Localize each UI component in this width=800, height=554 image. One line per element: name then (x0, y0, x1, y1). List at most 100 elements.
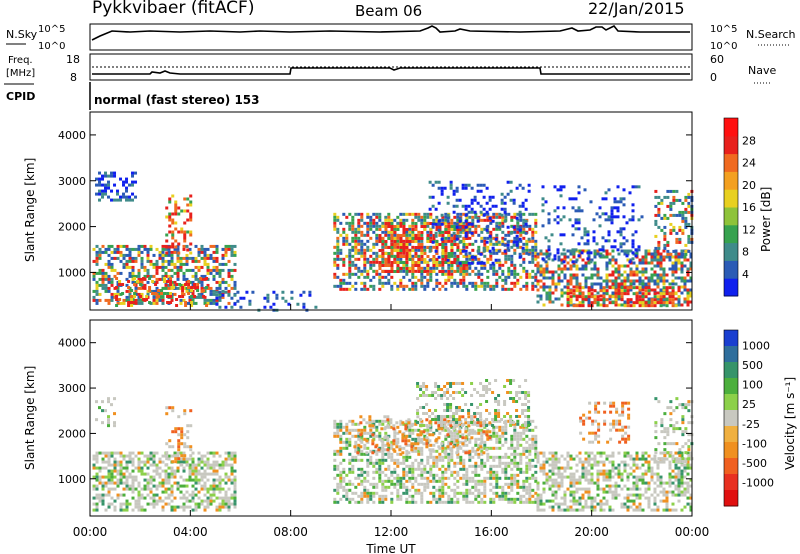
echo-cell (683, 297, 687, 301)
echo-cell (378, 264, 382, 267)
echo-cell (510, 458, 514, 462)
echo-cell (354, 458, 358, 462)
echo-cell (638, 270, 642, 274)
echo-cell (607, 218, 611, 222)
echo-cell (474, 449, 478, 453)
echo-cell (497, 258, 501, 262)
echo-cell (387, 237, 391, 240)
echo-cell (209, 487, 213, 491)
echo-cell (675, 198, 679, 202)
echo-cell (545, 270, 549, 274)
echo-cell (396, 257, 400, 261)
echo-cell (462, 281, 466, 285)
echo-cell (179, 268, 183, 272)
echo-cell (104, 493, 108, 497)
echo-cell (641, 295, 645, 299)
echo-cell (212, 454, 216, 458)
echo-cell (414, 228, 418, 231)
echo-cell (662, 276, 666, 280)
echo-cell (116, 472, 120, 476)
echo-cell (348, 242, 352, 246)
echo-cell (628, 218, 632, 222)
echo-cell (200, 487, 204, 491)
echo-cell (119, 301, 123, 305)
echo-cell (583, 230, 587, 234)
echo-cell (681, 216, 685, 220)
echo-cell (531, 227, 535, 231)
echo-cell (191, 280, 195, 284)
echo-cell (180, 209, 184, 213)
echo-cell (617, 303, 621, 307)
echo-cell (92, 271, 96, 275)
echo-cell (173, 283, 177, 287)
echo-cell (525, 269, 529, 273)
echo-cell (547, 245, 551, 249)
echo-cell (101, 277, 105, 281)
echo-cell (417, 215, 421, 219)
echo-cell (396, 287, 400, 291)
echo-cell (336, 263, 340, 267)
echo-cell (569, 267, 573, 271)
echo-cell (560, 258, 564, 262)
echo-cell (363, 479, 367, 483)
echo-cell (360, 212, 364, 216)
echo-cell (515, 186, 519, 190)
echo-cell (632, 301, 636, 305)
echo-cell (544, 236, 548, 240)
echo-cell (507, 482, 511, 486)
echo-cell (101, 457, 105, 461)
echo-cell (447, 270, 451, 273)
echo-cell (426, 458, 430, 462)
echo-cell (333, 467, 337, 471)
echo-cell (101, 283, 105, 287)
echo-cell (125, 283, 129, 287)
echo-cell (375, 260, 379, 264)
echo-cell (215, 469, 219, 473)
echo-cell (354, 263, 358, 267)
echo-cell (174, 457, 178, 461)
echo-cell (366, 272, 370, 276)
echo-cell (611, 286, 615, 290)
echo-cell (230, 478, 234, 482)
echo-cell (405, 284, 409, 288)
echo-cell (449, 186, 453, 190)
echo-cell (534, 452, 538, 456)
echo-cell (545, 249, 549, 253)
echo-cell (205, 286, 209, 289)
echo-cell (525, 281, 529, 285)
echo-cell (539, 249, 543, 253)
echo-cell (170, 475, 174, 479)
echo-cell (468, 242, 472, 246)
echo-cell (200, 250, 204, 254)
echo-cell (665, 279, 669, 283)
echo-cell (206, 301, 210, 305)
echo-cell (474, 497, 478, 501)
echo-cell (113, 499, 117, 503)
ytick-label: 4000 (58, 129, 86, 142)
echo-cell (650, 252, 654, 256)
echo-cell (548, 270, 552, 274)
echo-cell (137, 292, 141, 296)
echo-cell (432, 270, 436, 273)
echo-cell (501, 485, 505, 489)
echo-cell (626, 298, 630, 302)
echo-cell (167, 262, 171, 266)
echo-cell (227, 301, 231, 305)
echo-cell (116, 189, 120, 193)
echo-cell (551, 291, 555, 295)
echo-cell (572, 292, 576, 296)
echo-cell (302, 305, 306, 309)
echo-cell (146, 289, 150, 293)
echo-cell (383, 415, 387, 419)
echo-cell (483, 494, 487, 498)
echo-cell (402, 422, 406, 426)
echo-cell (622, 203, 626, 207)
echo-cell (420, 258, 424, 261)
echo-cell (366, 440, 370, 444)
echo-cell (510, 287, 514, 291)
echo-cell (384, 281, 388, 285)
echo-cell (456, 231, 460, 234)
echo-cell (516, 278, 520, 282)
echo-cell (501, 239, 505, 243)
colorbar-segment (724, 207, 738, 226)
